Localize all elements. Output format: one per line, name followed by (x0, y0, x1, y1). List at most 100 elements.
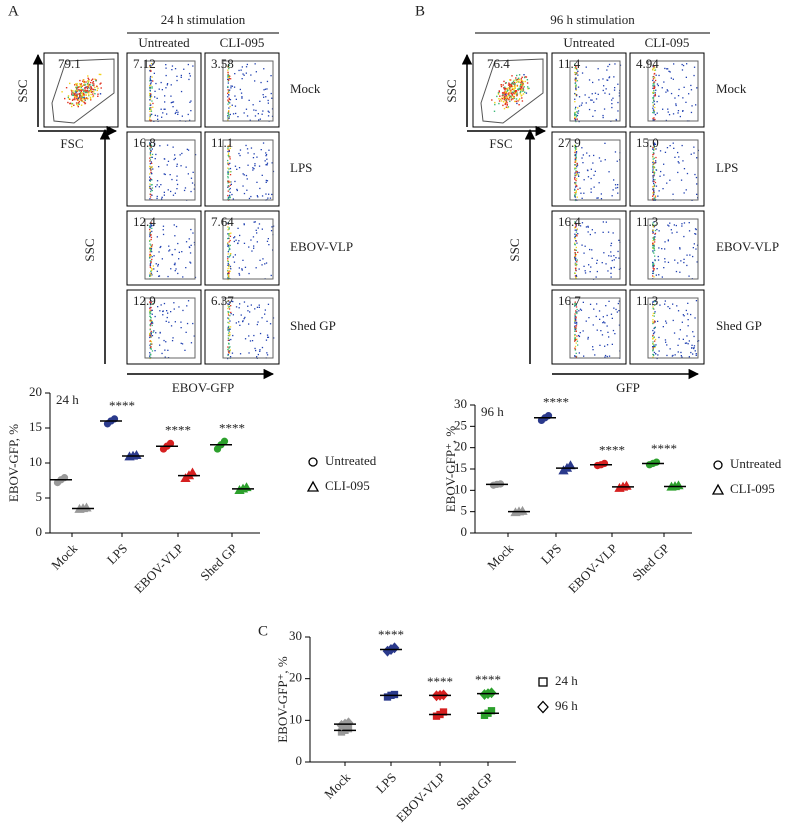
event-dot (156, 115, 159, 117)
event-dot (151, 335, 154, 337)
event-dot (574, 267, 577, 269)
event-dot (581, 147, 583, 149)
event-dot (256, 232, 258, 234)
event-dot (255, 349, 257, 352)
event-dot (652, 270, 654, 272)
event-dot (576, 196, 578, 198)
event-dot (574, 159, 576, 161)
event-dot (155, 153, 157, 156)
event-dot (574, 160, 577, 162)
event-dot (692, 247, 694, 249)
event-dot (264, 160, 266, 162)
event-dot (228, 107, 230, 109)
event-dot (180, 321, 182, 323)
event-dot (617, 250, 619, 253)
event-dot (596, 262, 598, 264)
event-dot (228, 339, 230, 341)
event-dot (652, 156, 654, 158)
event-dot (576, 118, 578, 120)
event-dot (576, 80, 579, 82)
event-dot (511, 93, 514, 95)
event-dot (227, 177, 229, 179)
event-dot (602, 221, 604, 223)
event-dot (261, 174, 263, 176)
event-dot (238, 69, 240, 72)
event-dot (78, 93, 80, 95)
event-dot (250, 239, 252, 241)
event-dot (593, 186, 595, 188)
event-dot (582, 301, 584, 303)
event-dot (229, 254, 232, 256)
event-dot (612, 97, 614, 99)
event-dot (679, 247, 681, 249)
event-dot (600, 330, 602, 332)
y-tick-label: 25 (454, 417, 467, 432)
event-dot (157, 118, 159, 120)
event-dot (228, 308, 231, 310)
significance: **** (427, 674, 453, 689)
y-tick-label: 20 (289, 670, 302, 685)
event-dot (508, 97, 511, 99)
event-dot (150, 234, 152, 236)
event-dot (228, 76, 230, 79)
event-dot (610, 255, 612, 257)
event-dot (255, 109, 257, 112)
event-dot (151, 350, 154, 352)
event-dot (85, 81, 87, 83)
event-dot (577, 112, 579, 114)
event-dot (510, 93, 513, 95)
event-dot (149, 147, 151, 149)
event-dot (617, 101, 619, 104)
event-dot (690, 351, 692, 354)
event-dot (575, 246, 577, 249)
event-dot (652, 341, 654, 343)
event-dot (150, 346, 152, 348)
x-tick-label: Shed GP (453, 770, 496, 813)
event-dot (165, 320, 167, 322)
event-dot (267, 238, 269, 240)
event-dot (227, 307, 229, 310)
event-dot (83, 79, 85, 81)
event-dot (232, 113, 235, 115)
event-dot (266, 240, 269, 242)
event-dot (682, 160, 684, 162)
event-dot (575, 86, 577, 88)
event-dot (574, 326, 576, 329)
event-dot (94, 89, 96, 91)
event-dot (78, 96, 81, 98)
event-dot (652, 175, 654, 177)
event-dot (666, 354, 668, 357)
event-dot (652, 188, 654, 190)
event-dot (526, 79, 529, 81)
event-dot (652, 229, 654, 232)
event-dot (241, 96, 243, 98)
event-dot (506, 104, 508, 106)
event-dot (574, 347, 576, 349)
event-dot (575, 118, 577, 120)
event-dot (184, 187, 187, 189)
event-dot (267, 336, 270, 338)
event-dot (575, 303, 577, 305)
event-dot (227, 275, 230, 277)
event-dot (515, 77, 517, 79)
event-dot (652, 171, 654, 173)
event-dot (576, 111, 578, 113)
panel-label: B (415, 3, 425, 19)
event-dot (574, 161, 576, 163)
event-dot (240, 69, 242, 71)
event-dot (93, 83, 95, 85)
event-dot (512, 95, 514, 97)
event-dot (681, 69, 684, 71)
y-tick-label: 30 (454, 396, 467, 411)
event-dot (227, 190, 229, 192)
gate-percentage: 16.7 (558, 293, 581, 308)
event-dot (189, 75, 191, 77)
event-dot (606, 69, 608, 71)
event-dot (694, 317, 696, 319)
event-dot (190, 100, 192, 102)
event-dot (654, 195, 657, 197)
event-dot (76, 94, 78, 97)
event-dot (603, 85, 605, 87)
event-dot (229, 102, 231, 104)
event-dot (680, 179, 683, 181)
